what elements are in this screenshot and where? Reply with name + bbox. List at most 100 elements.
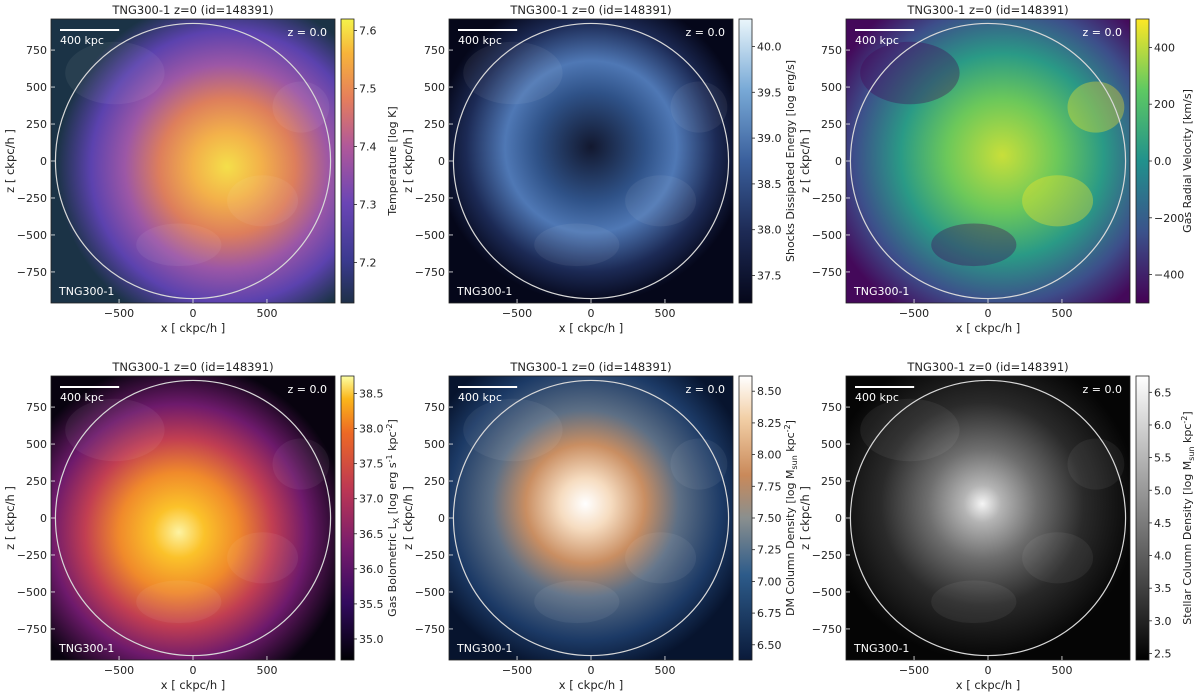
virial-circle [849,22,1127,300]
x-tick-label: 500 [1051,307,1072,320]
y-tick-label: 0 [40,512,47,525]
simulation-label: TNG300-1 [58,285,114,298]
colorbar-label: Temperature [log K] [386,106,399,216]
redshift-label: z = 0.0 [1083,383,1122,396]
x-axis-label: x [ ckpc/h ] [161,321,226,335]
scale-bar-label: 400 kpc [60,34,104,47]
y-tick-label: −750 [17,266,47,279]
map-structure [931,580,1017,624]
map-structure [860,41,960,105]
y-tick-label: −500 [415,586,445,599]
map-structure [272,81,330,133]
colorbar-tick-label: 37.0 [359,493,384,506]
colorbar-tick-label: 7.00 [757,575,782,588]
y-tick-label: 500 [26,81,47,94]
x-axis-label: x [ ckpc/h ] [956,321,1021,335]
map-structure [534,223,620,267]
x-tick-label: 0 [588,307,595,320]
colorbar-tick-label: 0.0 [1154,155,1172,168]
colorbar-label: Shocks Dissipated Energy [log erg/s] [784,60,797,262]
colorbar-tick-label: 5.5 [1154,452,1172,465]
map-field [846,19,1130,303]
x-tick-label: 500 [256,664,277,677]
y-tick-label: 750 [424,401,445,414]
x-axis-label: x [ ckpc/h ] [161,678,226,692]
y-axis-label: z [ ckpc/h ] [798,486,812,550]
simulation-label: TNG300-1 [853,285,909,298]
panel-title: TNG300-1 z=0 (id=148391) [906,360,1068,374]
map-image [846,376,1130,660]
colorbar-tick-label: 38.0 [757,224,782,237]
y-tick-label: −250 [415,549,445,562]
x-tick-label: 500 [654,664,675,677]
scale-bar-label: 400 kpc [458,34,502,47]
y-tick-label: −750 [415,623,445,636]
redshift-label: z = 0.0 [288,383,327,396]
colorbar-tick-label: 7.75 [757,480,782,493]
colorbar-tick-label: 6.75 [757,607,782,620]
y-tick-label: 0 [40,155,47,168]
map-image [449,376,733,660]
panel-4: TNG300-1 z=0 (id=148391) 400 kpc z = 0.0 TN… [3,360,401,692]
x-tick-label: 0 [588,664,595,677]
y-tick-label: −250 [812,549,842,562]
x-tick-label: 500 [256,307,277,320]
x-tick-label: 0 [190,664,197,677]
panel-title: TNG300-1 z=0 (id=148391) [111,360,273,374]
colorbar-tick-label: 35.5 [359,598,384,611]
map-structure [136,580,222,624]
x-axis-label: x [ ckpc/h ] [559,678,624,692]
panels-group: TNG300-1 z=0 (id=148391) 400 kpc z = 0.0 TN… [3,3,1196,692]
virial-circle [54,379,332,657]
y-tick-label: −750 [415,266,445,279]
y-tick-label: 750 [821,44,842,57]
y-tick-label: −750 [812,623,842,636]
colorbar-tick-label: 39.5 [757,86,782,99]
x-tick-label: −500 [899,307,929,320]
colorbar-tick-label: 6.5 [1154,386,1172,399]
map-structure [931,223,1017,267]
colorbar-tick-label: −200 [1154,212,1184,225]
simulation-label: TNG300-1 [853,642,909,655]
y-tick-label: 500 [821,438,842,451]
map-field [51,376,335,660]
colorbar [738,375,753,661]
map-structure [670,438,728,490]
y-axis-label: z [ ckpc/h ] [3,129,17,193]
colorbar-label: Gas Bolometric LX [log erg s-1 kpc-2] [385,419,401,617]
colorbar-tick-label: 40.0 [757,40,782,53]
map-structure [463,398,563,462]
y-tick-label: 0 [438,155,445,168]
panel-title: TNG300-1 z=0 (id=148391) [509,360,671,374]
map-field [449,376,733,660]
map-structure [625,175,697,227]
y-tick-label: 750 [821,401,842,414]
y-tick-label: 250 [821,118,842,131]
y-tick-label: 250 [26,475,47,488]
y-tick-label: 500 [821,81,842,94]
y-tick-label: 750 [424,44,445,57]
colorbar-label: Stellar Column Density [log Msun kpc-2] [1180,411,1196,624]
map-image [449,19,733,303]
panel-3: TNG300-1 z=0 (id=148391) 400 kpc z = 0.0 TN… [798,3,1194,335]
virial-circle [849,379,1127,657]
colorbar-tick-label: 4.0 [1154,550,1172,563]
colorbar-tick-label: 37.5 [359,458,384,471]
x-tick-label: −500 [104,664,134,677]
y-tick-label: −500 [17,586,47,599]
map-structure [534,580,620,624]
colorbar [1135,18,1150,304]
redshift-label: z = 0.0 [686,26,725,39]
map-field [846,376,1130,660]
y-tick-label: 750 [26,401,47,414]
colorbar-tick-label: 8.00 [757,449,782,462]
virial-circle [452,379,730,657]
colorbar-tick-label: 35.0 [359,633,384,646]
x-tick-label: −500 [502,307,532,320]
y-axis-label: z [ ckpc/h ] [798,129,812,193]
map-structure [1022,532,1094,584]
colorbar-tick-label: 8.25 [757,417,782,430]
y-tick-label: −250 [415,192,445,205]
colorbar-tick-label: 7.25 [757,544,782,557]
x-tick-label: 500 [654,307,675,320]
